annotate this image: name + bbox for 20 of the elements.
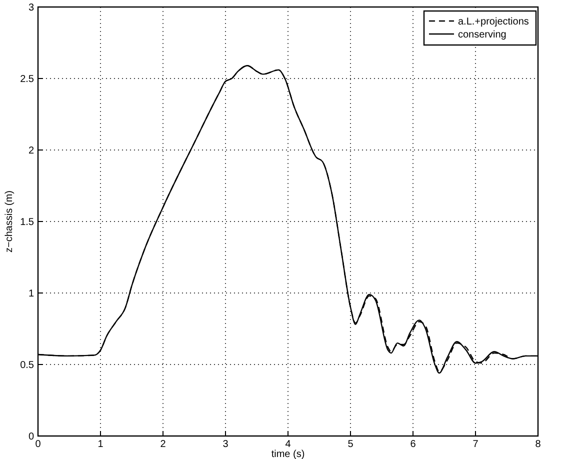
x-tick-label: 0: [35, 439, 42, 450]
y-tick-label: 1: [28, 288, 34, 300]
x-axis-title: time (s): [271, 449, 305, 459]
y-tick-label: 2: [28, 146, 34, 156]
x-tick-label: 4: [285, 439, 292, 450]
x-tick-label: 7: [472, 439, 479, 450]
y-tick-label: 3: [28, 2, 34, 14]
x-tick-label: 6: [410, 439, 416, 450]
y-tick-label: 1.5: [20, 217, 34, 228]
y-tick-label: 2.5: [20, 74, 34, 85]
legend-label: conserving: [458, 30, 506, 40]
y-tick-label: 0.5: [20, 360, 34, 371]
y-axis-title: z−chassis (m): [4, 190, 15, 252]
y-tick-label: 0: [28, 432, 34, 442]
legend-label: a.L.+projections: [458, 16, 529, 28]
x-tick-label: 5: [348, 439, 354, 450]
x-tick-label: 2: [160, 439, 166, 450]
x-tick-label: 3: [222, 439, 229, 450]
x-tick-label: 1: [98, 439, 104, 450]
x-tick-label: 8: [535, 439, 542, 450]
